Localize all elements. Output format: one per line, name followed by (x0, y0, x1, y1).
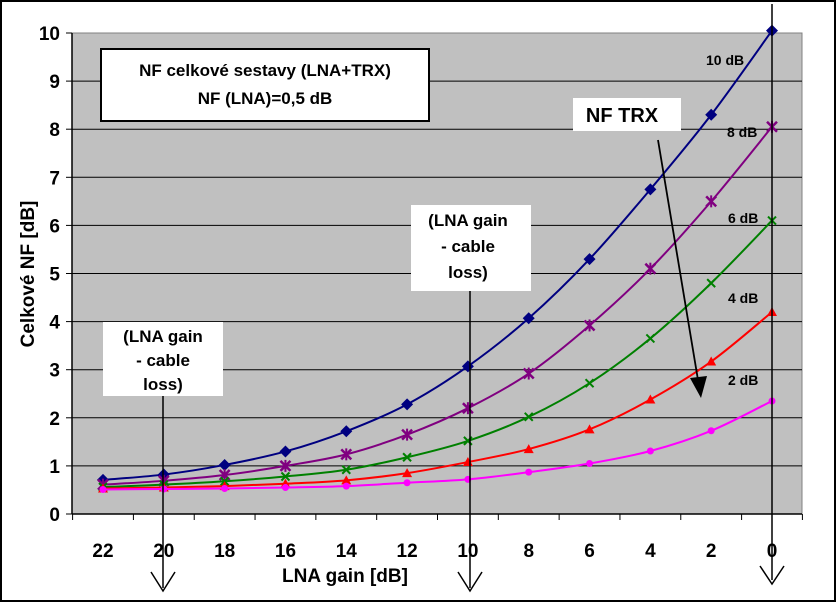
note-left-line3: loss) (143, 375, 183, 394)
data-point-x (341, 465, 351, 475)
note-left-line1: (LNA gain (123, 327, 203, 346)
y-tick-label: 6 (49, 216, 60, 237)
data-point-star (279, 459, 292, 472)
data-point-circle (160, 485, 168, 493)
y-tick-label: 7 (49, 168, 60, 189)
arrow-mid-head (457, 571, 483, 593)
x-tick-label: 20 (153, 541, 174, 562)
y-tick-label: 1 (49, 457, 60, 478)
y-tick-label: 9 (49, 72, 60, 93)
data-point-diamond (705, 108, 718, 121)
data-point-triangle (645, 394, 656, 404)
data-point-triangle (341, 475, 352, 485)
x-tick-label: 14 (336, 541, 358, 562)
y-tick-label: 4 (49, 313, 60, 334)
data-point-x (524, 412, 534, 422)
data-point-circle (281, 484, 289, 492)
x-tick-label: 22 (92, 541, 113, 562)
data-point-circle (586, 459, 594, 467)
x-tick-label: 18 (214, 541, 235, 562)
note-mid-line3: loss) (448, 263, 488, 282)
data-point-x (706, 278, 716, 288)
data-point-triangle (402, 468, 413, 478)
data-point-diamond (279, 445, 292, 458)
note-box-mid (411, 205, 531, 291)
data-point-diamond (401, 398, 414, 411)
y-tick-label: 8 (49, 120, 60, 141)
data-point-star (340, 448, 353, 461)
x-tick-label: 6 (584, 541, 595, 562)
data-point-diamond (461, 360, 474, 373)
x-axis-title: LNA gain [dB] (282, 566, 408, 587)
data-point-diamond (583, 253, 596, 266)
data-point-x (584, 378, 595, 388)
data-point-star (522, 367, 535, 380)
data-point-triangle (523, 444, 534, 454)
y-tick-label: 3 (49, 361, 60, 382)
nf-trx-arrow-shaft (657, 139, 699, 381)
x-tick-label: 12 (397, 541, 418, 562)
chart-title: NF celkové sestavy (LNA+TRX) (139, 61, 391, 80)
axis-layer: 0123456789102220181614121086420 (39, 24, 803, 562)
data-point-triangle (706, 356, 717, 366)
data-point-circle (525, 468, 533, 476)
data-point-star (401, 428, 413, 441)
y-tick-label: 2 (49, 409, 60, 430)
data-point-circle (342, 482, 350, 490)
x-tick-label: 4 (645, 541, 656, 562)
series-label: 6 dB (728, 210, 758, 226)
data-point-diamond (218, 458, 231, 471)
note-mid-line2: - cable (441, 237, 495, 256)
nf-trx-label: NF TRX (586, 105, 659, 127)
data-point-triangle (584, 424, 595, 434)
title-box (100, 48, 430, 122)
series-label: 10 dB (706, 52, 744, 68)
y-tick-label: 5 (49, 265, 60, 286)
data-point-x (645, 333, 656, 344)
arrow-left-head (150, 571, 176, 593)
x-tick-label: 2 (706, 541, 717, 562)
annotation-layer: 10 dB 8 dB 6 dB 4 dB 2 dB (706, 52, 758, 388)
nf-trx-arrow-head (690, 376, 707, 398)
data-point-diamond (522, 312, 535, 325)
x-tick-label: 10 (457, 541, 478, 562)
note-mid-line1: (LNA gain (428, 211, 508, 230)
data-point-circle (707, 427, 715, 435)
data-point-circle (403, 479, 411, 487)
data-point-star (644, 262, 657, 275)
data-point-star (462, 402, 474, 415)
data-point-diamond (644, 183, 657, 196)
arrow-right-head (759, 565, 785, 586)
data-point-star (705, 195, 718, 208)
series-label: 2 dB (728, 372, 758, 388)
x-tick-label: 16 (275, 541, 296, 562)
nf-trx-box (573, 98, 681, 131)
data-point-diamond (340, 425, 353, 438)
data-point-x (280, 471, 291, 482)
x-tick-label: 8 (523, 541, 534, 562)
y-tick-label: 10 (39, 24, 60, 45)
note-left-line2: - cable (136, 351, 190, 370)
data-point-circle (99, 485, 107, 493)
data-point-circle (221, 485, 229, 493)
data-point-x (402, 452, 412, 462)
series-label: 4 dB (728, 290, 758, 306)
y-axis-title: Celkové NF [dB] (18, 201, 39, 348)
chart-subtitle: NF (LNA)=0,5 dB (198, 89, 333, 108)
data-point-star (583, 319, 596, 332)
series-label: 8 dB (727, 124, 757, 140)
y-tick-label: 0 (49, 505, 60, 526)
note-box-left (103, 322, 223, 396)
data-point-circle (646, 447, 654, 455)
